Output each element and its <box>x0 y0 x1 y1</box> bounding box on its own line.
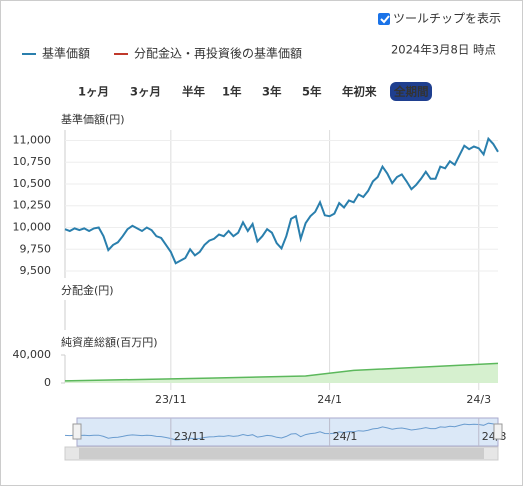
range-label: 全期間 <box>393 85 429 99</box>
range-button: 5年 <box>302 85 322 99</box>
range-button: 半年 <box>182 85 205 99</box>
tooltip-checkbox[interactable] <box>378 13 390 25</box>
y-tick-label: 9,500 <box>20 264 52 277</box>
legend-label: 基準価額 <box>42 46 90 61</box>
y-tick-label: 40,000 <box>13 348 52 361</box>
range-label: 年初来 <box>342 85 377 99</box>
y-tick-label: 0 <box>44 376 51 389</box>
range-label: 1年 <box>222 85 242 99</box>
area-fill <box>65 363 498 383</box>
y-tick-label: 10,750 <box>13 155 52 168</box>
as-of-date: 2024年3月8日 時点 <box>391 43 496 57</box>
navigator-handle[interactable] <box>493 423 503 440</box>
range-button[interactable]: 1ヶ月 <box>78 85 109 99</box>
range-label: 5年 <box>302 85 322 99</box>
range-button[interactable]: 3ヶ月 <box>130 85 161 99</box>
navigator-label: 23/11 <box>174 430 206 443</box>
price-line <box>64 136 499 265</box>
range-button: 3年 <box>262 85 282 99</box>
panel-title: 分配金(円) <box>61 283 114 297</box>
range-label: 1ヶ月 <box>78 85 109 99</box>
y-tick-label: 10,500 <box>13 177 52 190</box>
y-tick-label: 10,250 <box>13 199 52 212</box>
y-tick-label: 11,000 <box>13 133 52 146</box>
check-icon <box>380 15 390 24</box>
navigator-label: 24/1 <box>333 430 358 443</box>
panel-title: 純資産総額(百万円) <box>61 335 158 349</box>
range-label: 3年 <box>262 85 282 99</box>
panel-title: 基準価額(円) <box>61 112 125 126</box>
legend-label: 分配金込・再投資後の基準価額 <box>134 46 302 61</box>
x-tick-label: 24/1 <box>317 393 342 406</box>
scrollbar-thumb <box>79 448 484 459</box>
x-tick-label: 23/11 <box>155 393 187 406</box>
range-selected-bg <box>390 82 432 101</box>
range-label: 3ヶ月 <box>130 85 161 99</box>
navigator-line <box>64 422 499 441</box>
range-button: 1年 <box>222 85 242 99</box>
area-line <box>64 362 499 382</box>
range-button[interactable]: 年初来 <box>342 85 377 99</box>
range-label: 半年 <box>182 85 205 99</box>
tooltip-label[interactable]: ツールチップを表示 <box>393 12 501 26</box>
y-tick-label: 10,000 <box>13 221 52 234</box>
range-button[interactable]: 全期間 <box>390 82 432 101</box>
x-tick-label: 24/3 <box>466 393 491 406</box>
navigator-bg <box>76 417 499 447</box>
navigator-handle[interactable] <box>72 423 82 440</box>
y-tick-label: 9,750 <box>20 242 52 255</box>
